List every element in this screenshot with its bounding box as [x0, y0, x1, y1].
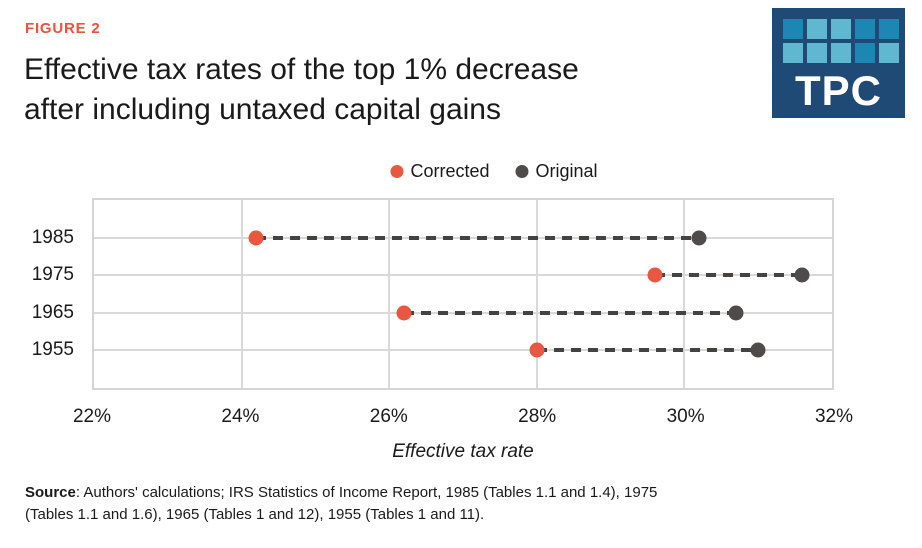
- gridline-vertical: [535, 200, 538, 388]
- dot-corrected: [529, 342, 545, 358]
- logo-square-icon: [855, 43, 875, 63]
- dot-corrected: [248, 230, 264, 246]
- logo-square-icon: [783, 19, 803, 39]
- x-axis-title: Effective tax rate: [392, 441, 534, 462]
- legend-dot-icon: [390, 165, 404, 178]
- x-tick-label: 30%: [666, 406, 705, 427]
- dot-original: [750, 342, 766, 358]
- legend-item: Original: [515, 161, 598, 182]
- chart-title-line2: after including untaxed capital gains: [24, 93, 501, 126]
- x-tick-label: 32%: [814, 406, 854, 427]
- gridline-horizontal: [94, 349, 832, 352]
- connector-dashed-line: [536, 348, 759, 353]
- figure-label: FIGURE 2: [25, 20, 101, 37]
- x-tick-label: 26%: [369, 406, 408, 427]
- chart-title-line1: Effective tax rates of the top 1% decrea…: [24, 53, 579, 86]
- logo-grid-icon: [783, 19, 899, 63]
- source-text-line1: : Authors' calculations; IRS Statistics …: [75, 484, 658, 501]
- x-tick-label: 22%: [72, 406, 112, 427]
- tpc-logo: TPC: [772, 8, 905, 118]
- logo-square-icon: [783, 43, 803, 63]
- legend-item: Corrected: [390, 161, 490, 182]
- dot-corrected: [647, 267, 663, 283]
- x-tick-label: 24%: [221, 406, 260, 427]
- y-tick-label: 1985: [31, 226, 74, 248]
- logo-square-icon: [831, 19, 851, 39]
- connector-dashed-line: [403, 310, 737, 315]
- y-axis-labels: 1985 1975 1965 1955: [0, 200, 84, 388]
- source-note: Source: Authors' calculations; IRS Stati…: [25, 482, 905, 526]
- logo-square-icon: [807, 43, 827, 63]
- source-text-line2: (Tables 1.1 and 1.6), 1965 (Tables 1 and…: [25, 506, 485, 523]
- source-label: Source: [25, 484, 76, 501]
- x-axis-labels: 22% 24% 26% 28% 30% 32%: [73, 406, 853, 430]
- logo-square-icon: [879, 43, 899, 63]
- chart-title: Effective tax rates of the top 1% decrea…: [24, 50, 579, 130]
- x-tick-label: 28%: [518, 406, 557, 427]
- connector-dashed-line: [256, 235, 700, 240]
- legend-label: Original: [535, 161, 598, 181]
- y-tick-label: 1955: [31, 339, 74, 361]
- logo-square-icon: [879, 19, 899, 39]
- y-tick-label: 1975: [31, 264, 74, 286]
- dot-original: [691, 230, 707, 246]
- legend-label: Corrected: [410, 161, 490, 181]
- chart-legend: Corrected Original: [390, 161, 598, 182]
- gridline-horizontal: [94, 274, 832, 277]
- y-tick-label: 1965: [31, 301, 74, 323]
- gridline-vertical: [388, 200, 391, 388]
- connector-dashed-line: [654, 273, 803, 278]
- logo-square-icon: [831, 43, 851, 63]
- gridline-vertical: [240, 200, 243, 388]
- logo-text: TPC: [795, 67, 882, 114]
- logo-square-icon: [855, 19, 875, 39]
- gridline-vertical: [683, 200, 686, 388]
- legend-dot-icon: [515, 165, 529, 178]
- plot-area: [92, 198, 834, 390]
- dot-original: [794, 267, 810, 283]
- dot-corrected: [396, 305, 412, 321]
- dot-original: [728, 305, 744, 321]
- logo-square-icon: [807, 19, 827, 39]
